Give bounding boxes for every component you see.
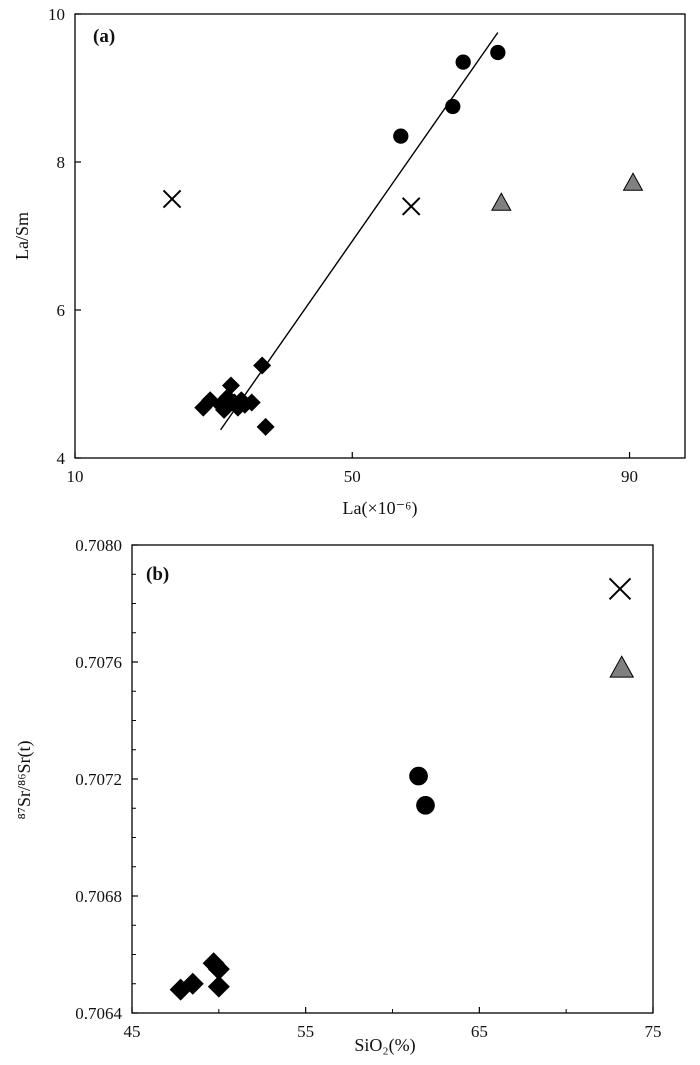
- panel-b-diamond-point: [207, 975, 230, 998]
- panel-b-plot-frame: [131, 544, 654, 1014]
- panel-a-diamond-point: [256, 417, 275, 436]
- panel-a-plot-frame: [74, 13, 686, 459]
- panel-a-cross-stroke: [401, 197, 421, 216]
- panel-a-x-axis-label: La(×10⁻⁶): [343, 498, 418, 519]
- panel-b-x-axis-label: SiO₂(%): [354, 1035, 415, 1056]
- panel-a-circle-point: [455, 54, 471, 70]
- panel-a-y-axis-label: La/Sm: [12, 212, 32, 260]
- panel-b-y-tick-label: 0.7064: [75, 1004, 122, 1023]
- panel-b-cross-stroke: [608, 577, 632, 601]
- panel-b-y-tick-label: 0.7076: [75, 653, 122, 672]
- panel-b-y-axis-label: ⁸⁷Sr/⁸⁶Sr(t): [14, 740, 35, 819]
- panel-b-y-tick-label: 0.7068: [75, 887, 122, 906]
- panel-b-diamond-point: [207, 958, 230, 981]
- panel-b-circle-point: [416, 795, 435, 815]
- panel-a-points: [162, 44, 644, 436]
- panel-a-ticks: 10 50 90 4 6 8 10: [48, 5, 638, 486]
- panel-b-x-tick-label: 55: [297, 1022, 314, 1041]
- panel-a-x-tick-label: 90: [621, 467, 638, 486]
- panel-a-cross-stroke: [162, 189, 182, 209]
- panel-b-x-tick-label: 45: [124, 1022, 141, 1041]
- panel-b-x-tick-label: 75: [645, 1022, 662, 1041]
- panel-b-ticks: 45 55 65 75 0.7064 0.7068 0.7072 0.7076 0.7080: [75, 536, 661, 1041]
- panel-b-points: [169, 577, 635, 1001]
- panel-b-diamond-point: [181, 972, 204, 995]
- panel-a-x-tick-label: 50: [344, 467, 361, 486]
- panel-a-y-tick-label: 10: [48, 5, 65, 24]
- panel-b-y-tick-label: 0.7080: [75, 536, 122, 555]
- panel-b-cross-point: [608, 577, 632, 601]
- panel-b-x-tick-label: 65: [471, 1022, 488, 1041]
- panel-a-diamond-point: [253, 356, 272, 375]
- panel-a-diamond-point: [242, 393, 261, 412]
- panel-b: (b) SiO₂(%) ⁸⁷Sr/⁸⁶Sr(t) 45 55 65 75 0.7064 0…: [14, 536, 662, 1056]
- panel-b-triangle-point: [609, 655, 635, 678]
- panel-a-circle-point: [490, 44, 506, 61]
- panel-a-circle-point: [393, 128, 409, 144]
- panel-a: (a) La(×10⁻⁶) La/Sm 10 50 90 4 6 8 10: [12, 5, 686, 519]
- panel-a-triangle-point: [622, 172, 644, 191]
- panel-b-y-tick-label: 0.7072: [75, 770, 122, 789]
- panel-a-cross-point: [401, 197, 421, 216]
- panel-a-diamond-point: [221, 376, 240, 395]
- panel-a-cross-point: [162, 189, 182, 209]
- panel-b-circle-point: [409, 766, 428, 786]
- panel-b-label: (b): [146, 564, 169, 585]
- panel-a-y-tick-label: 6: [57, 301, 66, 320]
- panel-a-circle-point: [445, 98, 461, 115]
- panel-a-y-tick-label: 4: [57, 449, 66, 468]
- panel-a-triangle-point: [491, 192, 512, 211]
- panel-a-x-tick-label: 10: [67, 467, 84, 486]
- panel-a-label: (a): [93, 26, 115, 47]
- panel-a-y-tick-label: 8: [57, 153, 66, 172]
